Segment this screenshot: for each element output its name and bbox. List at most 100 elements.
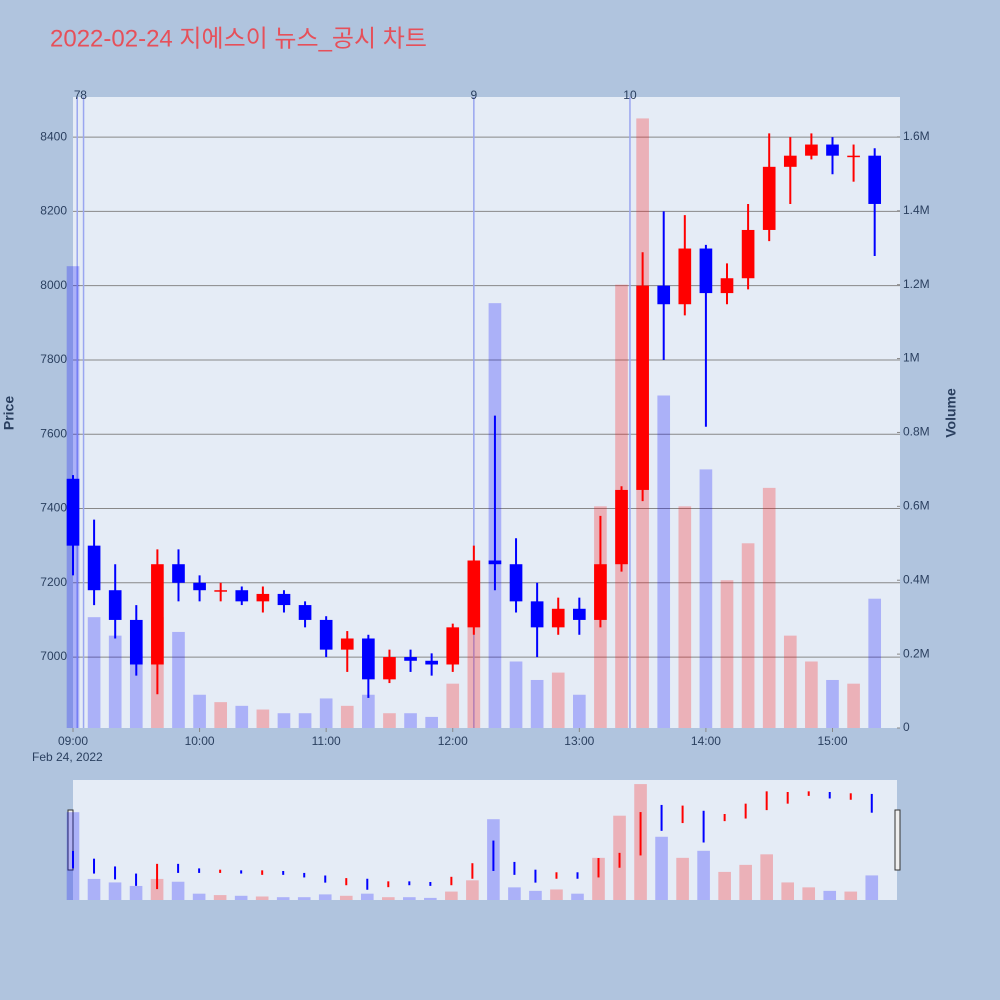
news-label: 7 bbox=[74, 88, 81, 102]
candle-body bbox=[151, 564, 164, 665]
volume-bar bbox=[108, 635, 122, 728]
volume-bar bbox=[762, 487, 776, 728]
slider-handle[interactable] bbox=[67, 809, 74, 871]
slider-volume-bar bbox=[129, 885, 143, 900]
volume-bar bbox=[657, 395, 671, 728]
candle-body bbox=[404, 657, 417, 661]
slider-volume-bar bbox=[655, 836, 668, 900]
x-tick-label: 12:00 bbox=[438, 734, 468, 748]
volume-bar bbox=[340, 705, 354, 728]
volume-bar bbox=[129, 654, 143, 728]
slider-volume-bar bbox=[508, 887, 521, 900]
volume-bar bbox=[235, 705, 249, 728]
candle-body bbox=[383, 657, 396, 680]
slider-handle[interactable] bbox=[894, 809, 901, 871]
candle-body bbox=[720, 278, 734, 294]
volume-bar bbox=[826, 679, 839, 728]
volume-bar bbox=[446, 683, 460, 728]
slider-volume-bar bbox=[823, 890, 837, 900]
slider-volume-bar bbox=[403, 897, 416, 900]
y-tick-label: 7600 bbox=[40, 426, 67, 440]
candle-body bbox=[319, 619, 333, 650]
volume-bar bbox=[467, 624, 481, 728]
candle-body bbox=[615, 489, 628, 565]
slider-volume-bar bbox=[255, 896, 269, 900]
candle-body bbox=[340, 638, 354, 650]
volume-bar bbox=[277, 713, 291, 728]
candle-body bbox=[256, 593, 270, 602]
slider-volume-bar bbox=[234, 895, 248, 900]
y2-tick-label: 1.6M bbox=[903, 129, 930, 143]
slider-volume-bar bbox=[844, 891, 858, 900]
candle-body bbox=[551, 608, 565, 628]
y-tick-label: 7200 bbox=[40, 575, 67, 589]
slider-volume-bar bbox=[171, 881, 185, 900]
range-slider[interactable] bbox=[73, 780, 897, 900]
candle-body bbox=[214, 590, 228, 592]
volume-bar bbox=[509, 661, 523, 728]
candle-body bbox=[467, 560, 481, 628]
slider-volume-bar bbox=[718, 871, 731, 900]
y2-axis-title: Volume bbox=[943, 388, 959, 438]
slider-volume-bar bbox=[445, 891, 458, 900]
candle-body bbox=[509, 564, 523, 602]
news-label: 8 bbox=[80, 88, 87, 102]
volume-bar bbox=[678, 506, 692, 728]
volume-bar bbox=[551, 672, 565, 728]
volume-bar bbox=[256, 709, 270, 728]
volume-bar bbox=[172, 631, 185, 728]
x-tick-label: 10:00 bbox=[185, 734, 215, 748]
news-label: 9 bbox=[470, 88, 477, 102]
slider-volume-bar bbox=[150, 878, 164, 900]
volume-bar bbox=[783, 635, 797, 728]
candle-body bbox=[868, 155, 882, 204]
slider-volume-bar bbox=[276, 897, 290, 900]
candle-body bbox=[172, 564, 185, 583]
candle-body bbox=[847, 155, 860, 158]
slider-volume-bar bbox=[297, 897, 311, 900]
candle-body bbox=[805, 144, 818, 156]
candle-body bbox=[572, 608, 586, 620]
y-axis-title: Price bbox=[1, 396, 17, 430]
volume-bar bbox=[425, 716, 438, 728]
chart-title: 2022-02-24 지에스이 뉴스_공시 차트 bbox=[50, 25, 427, 52]
slider-volume-bar bbox=[550, 889, 563, 900]
slider-volume-bar bbox=[760, 854, 773, 900]
y2-tick-label: 1M bbox=[903, 351, 920, 365]
volume-bar bbox=[805, 661, 818, 728]
slider-volume-bar bbox=[676, 857, 689, 900]
candle-body bbox=[193, 582, 206, 591]
y2-tick-label: 0.6M bbox=[903, 499, 930, 513]
volume-bar bbox=[720, 580, 734, 728]
candle-body bbox=[530, 601, 544, 628]
candle-body bbox=[783, 155, 797, 167]
slider-volume-bar bbox=[697, 850, 710, 900]
slider-volume-bar bbox=[108, 882, 122, 900]
volume-bar bbox=[383, 713, 396, 728]
x-tick-label: 11:00 bbox=[312, 734, 341, 748]
y-tick-label: 7000 bbox=[40, 649, 67, 663]
slider-volume-bar bbox=[739, 864, 752, 900]
x-tick-label: 14:00 bbox=[691, 734, 721, 748]
candle-body bbox=[657, 285, 671, 305]
y2-tick-label: 0 bbox=[903, 720, 910, 734]
slider-volume-bar bbox=[339, 895, 353, 900]
y-tick-label: 8400 bbox=[40, 129, 67, 143]
x-tick-label: 15:00 bbox=[817, 734, 847, 748]
candle-body bbox=[826, 144, 839, 156]
candle-body bbox=[488, 560, 502, 565]
slider-volume-bar bbox=[802, 887, 816, 900]
volume-bar bbox=[319, 698, 333, 728]
slider-volume-bar bbox=[571, 893, 584, 900]
slider-volume-bar bbox=[360, 893, 374, 900]
candle-body bbox=[277, 593, 291, 606]
slider-volume-bar bbox=[781, 882, 794, 900]
candle-body bbox=[235, 590, 249, 602]
x-tick-label: 09:00 bbox=[58, 734, 88, 748]
x-tick-label: 13:00 bbox=[564, 734, 594, 748]
volume-bar bbox=[298, 713, 312, 728]
candle-body bbox=[425, 660, 438, 665]
slider-volume-bar bbox=[466, 880, 479, 900]
candle-body bbox=[678, 248, 692, 305]
